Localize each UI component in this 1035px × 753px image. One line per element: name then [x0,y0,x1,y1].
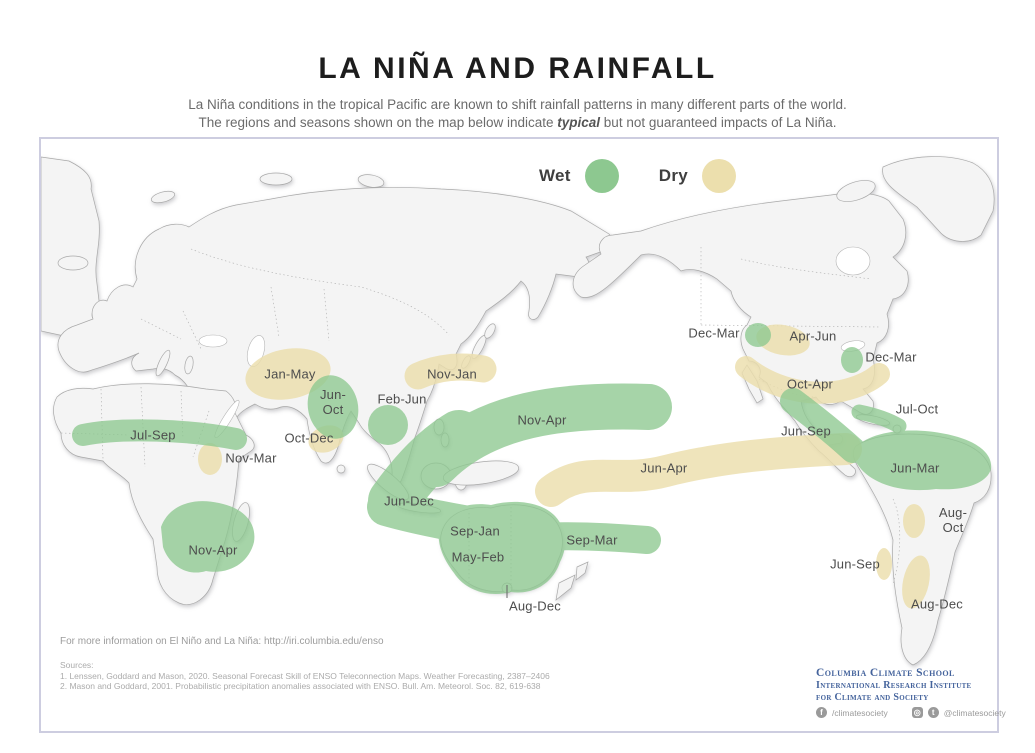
twitter-icon: t [927,707,939,718]
more-info-line: For more information on El Niño and La N… [60,636,384,647]
subtitle-line1: La Niña conditions in the tropical Pacif… [188,97,847,112]
region-label-west-pacific: Nov-Apr [517,412,567,428]
region-label-southeast-asia: Feb-Jun [377,391,427,407]
peninsula-italy [155,349,171,377]
dry-region-argentina [902,555,930,609]
wet-region-mexico [780,388,866,463]
peninsula-greece [184,355,194,375]
legend-dry-label: Dry [658,166,689,185]
region-label-indonesia: Jun-Dec [384,493,434,509]
region-label-south-india: Oct-Dec [284,430,334,446]
island-sri-lanka [336,464,346,474]
dry-region-chile [876,548,892,580]
dry-region-southern-us [735,356,890,404]
subtitle-line2-suffix: but not guaranteed impacts of La Niña. [600,115,837,130]
continent-greenland-east [882,156,995,242]
island-iceland [57,255,89,271]
legend-wet-swatch [584,159,619,193]
wet-region-southeast-asia [368,405,408,445]
legend-wet-label: Wet [539,166,571,185]
region-label-northern-plains: Apr-Jun [789,328,837,344]
source-1: 1. Lenssen, Goddard and Mason, 2020. Sea… [60,670,550,681]
instagram-icon: ◎ [911,707,923,718]
dry-region-bolivia [903,504,925,538]
wet-region-great-lakes [841,347,863,373]
facebook-handle: /climatesociety [832,707,888,718]
region-label-central-asia: Jan-May [264,366,316,382]
island-japan-hokkaido [484,323,496,339]
facebook-icon: f [816,707,827,718]
subtitle-emphasis: typical [557,115,601,130]
wet-region-southwest-pacific [517,522,661,554]
region-label-pacific-northwest: Dec-Mar [688,325,740,341]
region-label-tasmania: Aug-Dec [509,598,561,614]
island-svalbard [150,190,176,204]
region-label-japan: Nov-Jan [427,366,477,382]
region-label-australia: May-Feb [451,549,505,565]
wet-region-southern-africa [161,501,255,573]
region-label-great-lakes: Dec-Mar [865,349,917,365]
island-new-zealand-south [555,574,576,601]
region-label-sahel: Jul-Sep [130,427,176,443]
region-label-india: Jun- Oct [319,387,347,417]
sources-block: Sources: 1. Lenssen, Goddard and Mason, … [60,660,550,692]
continent-north-america [572,192,909,477]
region-label-east-africa: Nov-Mar [225,450,277,466]
map-legend: Wet Dry [539,159,737,193]
region-label-chile: Jun-Sep [830,556,880,572]
hudson-bay [835,246,871,276]
logo-line2: International Research Institute [816,680,972,691]
subtitle: La Niña conditions in the tropical Pacif… [0,96,1035,132]
island-new-zealand-north [575,561,589,581]
page-title: LA NIÑA AND RAINFALL [318,52,717,85]
region-label-bolivia: Aug-Oct [938,505,968,535]
dry-region-central-pacific [535,433,862,507]
region-label-north-australia: Sep-Jan [450,523,500,539]
continent-greenland-west [41,156,100,338]
wet-region-northern-south-america [853,430,992,491]
logo-line3: for Climate and Society [816,691,929,703]
wet-regions [72,323,992,594]
island-arctic-2 [357,174,385,188]
subtitle-line2-prefix: The regions and seasons shown on the map… [198,115,558,130]
header: LA NIÑA AND RAINFALL La Niña conditions … [0,52,1035,132]
wet-region-caribbean [851,404,907,434]
region-label-caribbean: Jul-Oct [895,401,939,417]
logo-line1: Columbia Climate School [816,667,955,679]
region-label-central-pacific: Jun-Apr [640,460,688,476]
dry-region-central-asia [245,348,331,400]
world-map [41,156,995,666]
region-label-mexico-central-america: Jun-Sep [781,423,831,439]
social-row: f /climatesociety ◎ t @climatesociety [816,707,1006,718]
dry-region-japan [404,353,497,390]
black-sea [198,334,228,348]
island-baffin [836,180,876,202]
wet-region-pacific-northwest [745,323,771,347]
legend-dry-swatch [702,159,737,193]
columbia-iri-logo: Columbia Climate School International Re… [816,667,972,703]
source-2: 2. Mason and Goddard, 2001. Probabilisti… [60,681,541,691]
region-label-argentina: Aug-Dec [911,596,963,612]
world-map-panel: Wet Dry Jan-May Jun- Oct Feb-Jun Oct-Dec Jul… [39,137,1006,733]
wet-region-india [307,375,359,439]
dry-region-east-africa [198,443,222,475]
island-arctic-1 [259,172,293,186]
wet-region-sahel [72,419,247,450]
region-label-southwest-pacific: Sep-Mar [566,532,618,548]
social-handle: @climatesociety [943,707,1006,718]
region-label-northern-south-america: Jun-Mar [890,460,940,476]
region-label-southern-africa: Nov-Apr [188,542,238,558]
wet-region-tasmania [496,569,516,589]
sources-heading: Sources: [60,660,94,670]
region-label-southern-us: Oct-Apr [786,376,834,392]
